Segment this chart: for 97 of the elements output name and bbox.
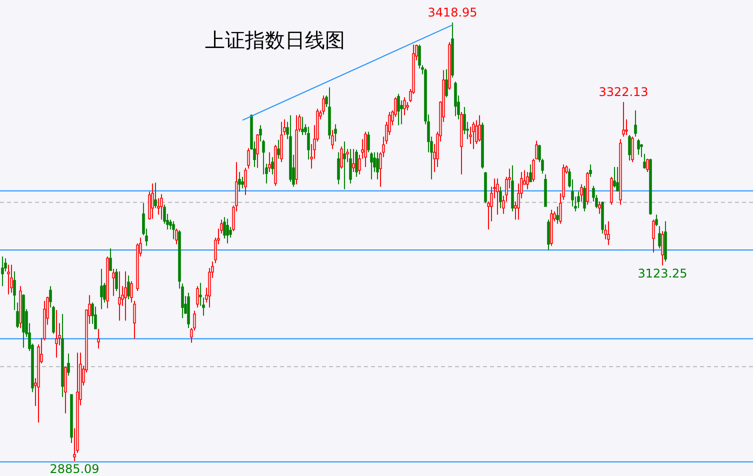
candlestick: [655, 214, 658, 227]
candlestick: [301, 116, 304, 136]
candlestick: [343, 141, 346, 190]
candlestick: [226, 218, 229, 244]
candlestick: [97, 328, 100, 350]
candlestick: [67, 352, 70, 376]
candlestick: [247, 148, 250, 170]
candlestick: [646, 158, 649, 172]
candlestick: [499, 186, 502, 209]
candlestick: [370, 152, 373, 180]
candlestick: [472, 121, 475, 150]
candlestick: [469, 126, 472, 145]
candlestick: [175, 228, 178, 245]
candlestick: [397, 93, 400, 126]
candlestick: [229, 226, 232, 238]
annotation: 3322.13: [598, 85, 648, 100]
annotation: 2885.09: [50, 462, 100, 476]
candlestick: [256, 134, 259, 168]
candlestick: [331, 130, 334, 150]
candlestick: [463, 106, 466, 135]
candlestick: [376, 152, 379, 180]
candlestick: [364, 131, 367, 168]
candlestick: [241, 176, 244, 189]
candlestick: [16, 302, 19, 329]
candlestick: [280, 121, 283, 163]
candlestick: [613, 166, 616, 188]
candlestick: [133, 300, 136, 340]
candlestick: [118, 270, 121, 322]
candlestick: [658, 226, 661, 249]
candlestick: [277, 139, 280, 160]
candlestick: [445, 68, 448, 98]
candlestick: [400, 100, 403, 125]
candlestick: [130, 280, 133, 304]
candlestick: [157, 198, 160, 216]
candlestick: [652, 219, 655, 253]
candlestick: [625, 118, 628, 136]
candlestick: [124, 270, 127, 322]
candlestick: [271, 156, 274, 175]
candlestick: [610, 176, 613, 206]
candlestick: [112, 268, 115, 296]
candlestick: [340, 146, 343, 170]
candlestick: [238, 171, 241, 192]
candlestick: [577, 191, 580, 209]
candlestick: [631, 136, 634, 163]
candlestick: [589, 164, 592, 178]
candlestick: [598, 201, 601, 214]
candlestick: [13, 270, 16, 310]
candlestick: [160, 194, 163, 220]
candlestick: [355, 149, 358, 178]
candlestick: [628, 134, 631, 161]
candlestick: [337, 152, 340, 185]
candlestick: [529, 164, 532, 182]
candlestick: [151, 182, 154, 220]
candlestick: [115, 268, 118, 292]
candlestick: [640, 144, 643, 158]
candlestick: [346, 148, 349, 163]
candlestick: [580, 184, 583, 202]
candlestick: [199, 282, 202, 306]
candlestick: [172, 220, 175, 240]
candlestick: [196, 286, 199, 308]
candlestick: [94, 306, 97, 330]
candlestick: [268, 152, 271, 172]
candlestick: [349, 148, 352, 184]
candlestick: [1, 256, 4, 287]
candlestick: [661, 230, 664, 266]
candlestick: [403, 96, 406, 116]
candlestick: [154, 182, 157, 209]
candlestick: [334, 124, 337, 142]
candlestick: [556, 206, 559, 224]
candlestick: [454, 81, 457, 117]
candlestick: [643, 153, 646, 170]
candlestick: [535, 140, 538, 160]
candlestick: [532, 158, 535, 182]
candlestick: [10, 264, 13, 294]
candlestick: [478, 114, 481, 142]
annotation: 3123.25: [638, 266, 688, 280]
candlestick: [109, 248, 112, 272]
candlestick: [307, 126, 310, 160]
candlestick: [352, 148, 355, 172]
candlestick: [616, 166, 619, 192]
candlestick: [607, 220, 610, 246]
chart-title: 上证指数日线图: [205, 28, 345, 52]
candlestick: [475, 120, 478, 145]
annotation: 3418.95: [428, 6, 478, 20]
candlestick: [622, 102, 625, 138]
candlestick: [367, 131, 370, 153]
candlestick: [634, 110, 637, 138]
candlestick: [244, 167, 247, 196]
candlestick: [496, 178, 499, 216]
candlestick: [583, 185, 586, 212]
candlestick: [526, 171, 529, 190]
candlestick: [637, 138, 640, 156]
candlestick: [547, 219, 550, 250]
candlestick: [55, 309, 58, 358]
candlestick: [127, 274, 130, 300]
candlestick: [100, 268, 103, 310]
candlestick: [7, 264, 10, 295]
